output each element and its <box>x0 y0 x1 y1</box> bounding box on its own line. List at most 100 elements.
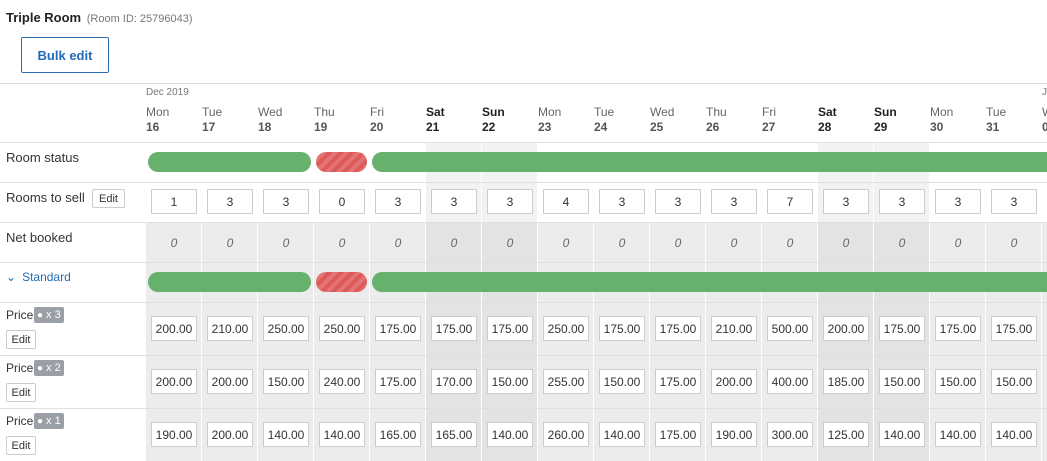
price-input[interactable]: 175.00 <box>935 316 981 341</box>
price-input[interactable]: 255.00 <box>543 369 589 394</box>
rooms-to-sell-input[interactable]: 3 <box>375 189 421 214</box>
standard-status-closed-bar[interactable] <box>316 272 367 292</box>
price-input[interactable]: 175.00 <box>599 316 645 341</box>
price-input[interactable]: 190.00 <box>711 422 757 447</box>
price-input[interactable]: 125.00 <box>823 422 869 447</box>
price-edit-button[interactable]: Edit <box>6 383 36 402</box>
price-input[interactable]: 240.00 <box>319 369 365 394</box>
price-input[interactable]: 140.00 <box>263 422 309 447</box>
price-input[interactable]: 210.00 <box>207 316 253 341</box>
day-header: Mon 16 <box>146 105 202 135</box>
room-id: (Room ID: 25796043) <box>86 13 193 25</box>
price-input[interactable]: 175.00 <box>991 316 1037 341</box>
day-date: 21 <box>426 120 440 134</box>
room-name: Triple Room <box>6 10 82 25</box>
rooms-to-sell-input[interactable]: 3 <box>487 189 533 214</box>
price-input[interactable]: 210.00 <box>711 316 757 341</box>
row-divider <box>0 355 1047 356</box>
day-header: Sun 22 <box>482 105 538 135</box>
price-input[interactable]: 200.00 <box>207 422 253 447</box>
day-name: Sat <box>426 105 445 119</box>
net-booked-value: 0 <box>170 236 178 250</box>
rooms-to-sell-input[interactable]: 3 <box>711 189 757 214</box>
price-input[interactable]: 175.00 <box>375 316 421 341</box>
room-status-open-bar[interactable] <box>148 152 311 172</box>
standard-status-open-bar[interactable] <box>148 272 311 292</box>
price-input[interactable]: 150.00 <box>991 369 1037 394</box>
price-input[interactable]: 140.00 <box>991 422 1037 447</box>
price-input[interactable]: 185.00 <box>823 369 869 394</box>
price-input[interactable]: 150.00 <box>599 369 645 394</box>
price-input[interactable]: 150.00 <box>263 369 309 394</box>
net-booked-value: 0 <box>618 236 626 250</box>
day-date: 0 <box>1042 120 1047 134</box>
occupancy-count: x 1 <box>46 415 61 427</box>
price-input[interactable]: 175.00 <box>655 369 701 394</box>
rooms-to-sell-input[interactable]: 3 <box>599 189 645 214</box>
occupancy-count: x 3 <box>46 309 61 321</box>
price-input[interactable]: 165.00 <box>431 422 477 447</box>
price-input[interactable]: 500.00 <box>767 316 813 341</box>
price-input[interactable]: 250.00 <box>543 316 589 341</box>
price-input[interactable]: 165.00 <box>375 422 421 447</box>
rooms-to-sell-input[interactable]: 3 <box>655 189 701 214</box>
price-edit-button[interactable]: Edit <box>6 330 36 349</box>
price-input[interactable]: 400.00 <box>767 369 813 394</box>
day-name: Tue <box>202 105 223 119</box>
standard-status-open-bar[interactable] <box>372 272 1047 292</box>
row-divider <box>0 408 1047 409</box>
day-date: 24 <box>594 120 608 134</box>
price-input[interactable]: 150.00 <box>935 369 981 394</box>
column-separator <box>257 142 258 461</box>
price-input[interactable]: 300.00 <box>767 422 813 447</box>
price-input[interactable]: 175.00 <box>655 422 701 447</box>
standard-rate-toggle[interactable]: ⌄ Standard <box>6 270 71 284</box>
rooms-to-sell-input[interactable]: 1 <box>151 189 197 214</box>
price-input[interactable]: 200.00 <box>711 369 757 394</box>
price-input[interactable]: 175.00 <box>655 316 701 341</box>
price-edit-button[interactable]: Edit <box>6 436 36 455</box>
price-input[interactable]: 140.00 <box>319 422 365 447</box>
price-input[interactable]: 175.00 <box>375 369 421 394</box>
bulk-edit-button[interactable]: Bulk edit <box>21 37 109 73</box>
rooms-to-sell-input[interactable]: 3 <box>935 189 981 214</box>
price-input[interactable]: 175.00 <box>487 316 533 341</box>
price-input[interactable]: 200.00 <box>823 316 869 341</box>
day-name: Sun <box>482 105 505 119</box>
rooms-to-sell-input[interactable]: 3 <box>263 189 309 214</box>
room-status-closed-bar[interactable] <box>316 152 367 172</box>
price-input[interactable]: 150.00 <box>487 369 533 394</box>
price-input[interactable]: 200.00 <box>151 316 197 341</box>
price-input[interactable]: 250.00 <box>319 316 365 341</box>
rooms-to-sell-input[interactable]: 3 <box>991 189 1037 214</box>
price-input[interactable]: 175.00 <box>431 316 477 341</box>
rooms-to-sell-input[interactable]: 7 <box>767 189 813 214</box>
price-input[interactable]: 140.00 <box>879 422 925 447</box>
day-header: Thu 19 <box>314 105 370 135</box>
rooms-to-sell-input[interactable]: 3 <box>431 189 477 214</box>
day-name: Fri <box>762 105 776 119</box>
day-header: Tue 31 <box>986 105 1042 135</box>
price-input[interactable]: 200.00 <box>207 369 253 394</box>
price-input[interactable]: 175.00 <box>879 316 925 341</box>
rooms-to-sell-input[interactable]: 4 <box>543 189 589 214</box>
occupancy-badge: ● x 1 <box>34 413 64 429</box>
rooms-to-sell-input[interactable]: 3 <box>879 189 925 214</box>
day-date: 31 <box>986 120 1000 134</box>
price-input[interactable]: 200.00 <box>151 369 197 394</box>
price-input[interactable]: 250.00 <box>263 316 309 341</box>
rooms-to-sell-input[interactable]: 3 <box>823 189 869 214</box>
price-input[interactable]: 150.00 <box>879 369 925 394</box>
rooms-to-sell-input[interactable]: 0 <box>319 189 365 214</box>
column-separator <box>537 142 538 461</box>
price-input[interactable]: 260.00 <box>543 422 589 447</box>
price-input[interactable]: 140.00 <box>599 422 645 447</box>
rooms-to-sell-edit-button[interactable]: Edit <box>92 189 125 208</box>
price-input[interactable]: 140.00 <box>487 422 533 447</box>
price-input[interactable]: 140.00 <box>935 422 981 447</box>
room-status-open-bar[interactable] <box>372 152 1047 172</box>
price-input[interactable]: 170.00 <box>431 369 477 394</box>
rooms-to-sell-input[interactable]: 3 <box>207 189 253 214</box>
price-input[interactable]: 190.00 <box>151 422 197 447</box>
day-header: Mon 23 <box>538 105 594 135</box>
